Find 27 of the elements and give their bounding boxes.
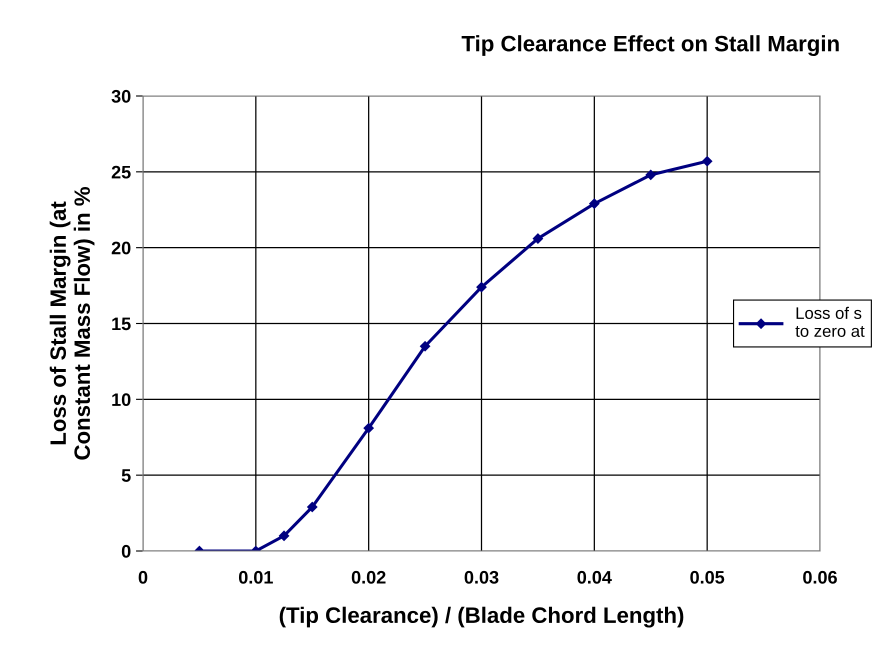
y-tick-label: 20 xyxy=(112,242,130,254)
point xyxy=(307,502,318,512)
x-tick-label: 0 xyxy=(138,570,148,584)
point xyxy=(589,198,600,209)
y-tick-label: 10 xyxy=(112,393,130,406)
x-axis-title: (Tip Clearance) / (Blade Chord Length) xyxy=(280,606,684,628)
point xyxy=(278,530,290,541)
y-tick-label: 5 xyxy=(122,469,131,482)
chart-title: Tip Clearance Effect on Stall Margin xyxy=(462,35,839,56)
x-tick-label: 0.04 xyxy=(577,570,612,584)
x-tick-label: 0.05 xyxy=(690,570,724,584)
x-tick-label: 0.01 xyxy=(238,570,273,584)
point xyxy=(532,233,544,244)
y-tick-label: 15 xyxy=(112,318,131,330)
x-tick-label: 0.02 xyxy=(352,570,386,584)
y-tick-label: 0 xyxy=(122,544,130,558)
point xyxy=(364,423,374,434)
y-tick-label: 25 xyxy=(112,166,131,179)
point xyxy=(476,282,487,292)
point xyxy=(420,341,430,352)
point xyxy=(646,170,656,180)
legend-label: Loss of s to zero at xyxy=(795,306,865,337)
x-tick-label: 0.03 xyxy=(464,570,498,584)
y-axis-title: Loss of Stall Margin (at Constant Mass Flow) in % xyxy=(50,187,94,460)
x-tick-label: 0.06 xyxy=(803,570,837,584)
y-tick-label: 30 xyxy=(112,90,130,103)
point xyxy=(702,156,712,166)
